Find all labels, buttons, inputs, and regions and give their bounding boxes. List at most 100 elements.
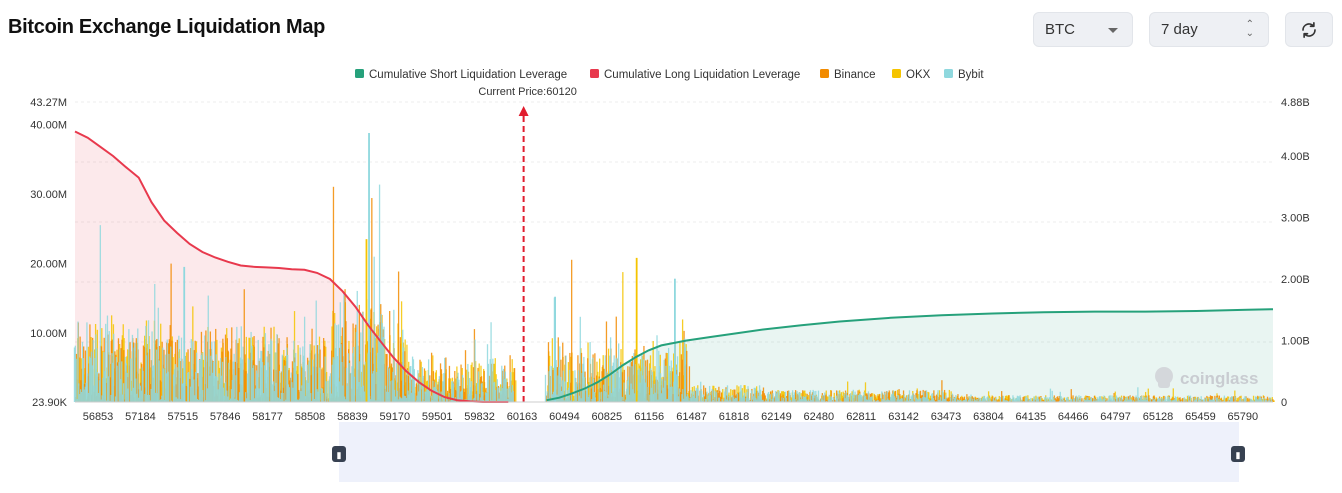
liquidation-bar	[361, 312, 364, 402]
liquidation-bar	[265, 370, 267, 402]
liquidation-bar	[666, 398, 668, 402]
zoom-slider[interactable]: ▮ ▮	[332, 422, 1245, 482]
liquidation-bar	[74, 345, 76, 402]
liquidation-bar	[334, 323, 336, 402]
liquidation-bar	[365, 239, 368, 402]
liquidation-bar	[1037, 397, 1039, 402]
liquidation-bar	[907, 395, 909, 402]
legend-label[interactable]: Bybit	[958, 69, 984, 81]
liquidation-bar	[683, 398, 685, 402]
liquidation-bar	[594, 397, 597, 402]
legend-swatch[interactable]	[590, 69, 599, 78]
legend-label[interactable]: Cumulative Long Liquidation Leverage	[604, 69, 800, 81]
liquidation-bar	[192, 341, 194, 402]
y-tick-label: 4.88B	[1281, 97, 1310, 109]
liquidation-bar	[1024, 397, 1027, 402]
liquidation-bar	[933, 390, 935, 402]
liquidation-bar	[254, 364, 256, 402]
liquidation-bar	[381, 322, 383, 402]
liquidation-bar	[204, 400, 207, 402]
liquidation-bar	[717, 397, 720, 402]
liquidation-bar	[1189, 395, 1192, 402]
liquidation-bar	[394, 389, 396, 402]
liquidation-bar	[409, 366, 411, 402]
liquidation-bar	[363, 391, 366, 402]
liquidation-bar	[393, 309, 395, 402]
liquidation-bar	[752, 396, 755, 402]
liquidation-bar	[1141, 399, 1143, 402]
liquidation-bar	[691, 397, 693, 402]
legend-swatch[interactable]	[820, 69, 829, 78]
liquidation-bar	[823, 400, 825, 402]
liquidation-bar	[915, 397, 918, 402]
legend-label[interactable]: Binance	[834, 69, 876, 81]
liquidation-bar	[352, 353, 354, 402]
liquidation-bar	[855, 400, 857, 402]
liquidation-bar	[802, 396, 804, 402]
liquidation-bar	[107, 376, 110, 402]
liquidation-bar	[995, 398, 997, 402]
liquidation-bar	[226, 390, 228, 402]
liquidation-bar	[507, 398, 509, 402]
zoom-window[interactable]	[339, 422, 1239, 482]
coin-select[interactable]: BTC	[1033, 12, 1133, 47]
legend-swatch[interactable]	[355, 69, 364, 78]
liquidation-bar	[387, 392, 390, 402]
time-range-select[interactable]: 7 day ⌃ ⌄	[1149, 12, 1269, 47]
liquidation-bar	[197, 399, 200, 402]
liquidation-bar	[963, 396, 965, 402]
liquidation-bar	[1042, 400, 1044, 402]
legend-swatch[interactable]	[892, 69, 901, 78]
liquidation-bar	[692, 395, 695, 402]
liquidation-bar	[922, 397, 924, 402]
liquidation-bar	[677, 396, 680, 402]
liquidation-bar	[1104, 398, 1106, 402]
liquidation-bar	[1168, 396, 1170, 402]
liquidation-bar	[1114, 391, 1116, 402]
liquidation-bar	[732, 395, 734, 402]
legend-label[interactable]: Cumulative Short Liquidation Leverage	[369, 69, 567, 81]
liquidation-bar	[1014, 399, 1016, 402]
liquidation-bar	[591, 399, 593, 402]
liquidation-bar	[304, 396, 307, 402]
legend-swatch[interactable]	[944, 69, 953, 78]
liquidation-bar	[854, 391, 856, 402]
liquidation-bar	[1012, 395, 1014, 402]
liquidation-bar	[653, 383, 655, 402]
liquidation-bar	[1177, 396, 1179, 402]
liquidation-bar	[1152, 398, 1154, 402]
liquidation-bar	[483, 399, 485, 402]
liquidation-bar	[669, 386, 672, 402]
liquidation-bar	[297, 374, 299, 402]
liquidation-bar	[738, 400, 740, 402]
liquidation-bar	[945, 395, 947, 402]
liquidation-bar	[958, 397, 960, 402]
liquidation-bar	[1266, 396, 1269, 402]
liquidation-bar	[1014, 398, 1017, 402]
x-tick-label: 59832	[464, 411, 495, 423]
x-tick-label: 58508	[295, 411, 326, 423]
liquidation-bar	[312, 366, 315, 402]
liquidation-bar	[1016, 395, 1019, 402]
zoom-handle-left[interactable]	[332, 446, 346, 462]
legend-label[interactable]: OKX	[906, 69, 931, 81]
zoom-handle-right[interactable]	[1231, 446, 1245, 462]
liquidation-bar	[932, 393, 934, 402]
liquidation-bar	[667, 398, 669, 402]
liquidation-bar	[824, 392, 826, 402]
liquidation-bar	[1096, 400, 1098, 402]
liquidation-bar	[1145, 397, 1147, 402]
liquidation-bar	[930, 400, 932, 402]
liquidation-bar	[231, 379, 234, 402]
liquidation-bar	[887, 392, 890, 402]
liquidation-bar	[1209, 399, 1211, 402]
refresh-button[interactable]	[1285, 12, 1333, 47]
x-tick-label: 59170	[380, 411, 411, 423]
liquidation-bar	[132, 387, 134, 402]
liquidation-bar	[284, 365, 286, 402]
liquidation-bar	[245, 336, 248, 402]
liquidation-bar	[1008, 395, 1010, 402]
liquidation-bar	[222, 387, 225, 402]
liquidation-bar	[676, 356, 679, 402]
liquidation-bar	[828, 394, 830, 402]
